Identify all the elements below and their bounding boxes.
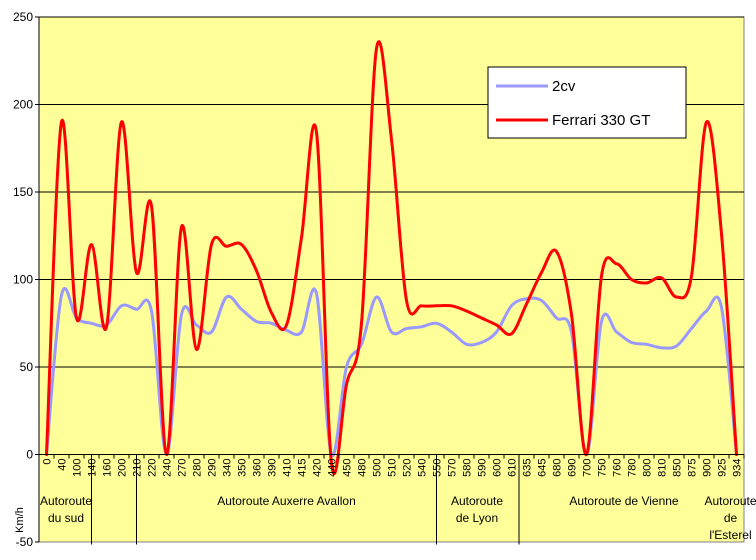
series-lines — [45, 40, 738, 476]
x-tick-label: 925 — [717, 459, 729, 477]
x-tick-label: 690 — [567, 459, 579, 477]
legend-box — [487, 66, 687, 139]
x-tick-label: 240 — [162, 459, 174, 477]
x-tick-label: 810 — [657, 459, 669, 477]
x-tick-label: 700 — [582, 459, 594, 477]
x-tick-label: 520 — [402, 459, 414, 477]
y-tick-label: 100 — [13, 273, 33, 287]
legend-label-ferrari: Ferrari 330 GT — [552, 112, 650, 129]
x-tick-label: 290 — [207, 459, 219, 477]
x-tick-label: 220 — [147, 459, 159, 477]
x-tick-label: 480 — [357, 459, 369, 477]
legend: 2cv Ferrari 330 GT — [487, 66, 687, 139]
x-tick-label: 420 — [312, 459, 324, 477]
x-tick-label: 900 — [702, 459, 714, 477]
y-tick-label: 250 — [13, 10, 33, 24]
y-tick-label: 200 — [13, 98, 33, 112]
section-label: Autoroute du sud — [40, 494, 92, 525]
x-tick-label: 40 — [57, 459, 69, 471]
section-label: Autoroute Auxerre Avallon — [217, 494, 356, 508]
y-tick-label: 50 — [20, 360, 34, 374]
x-tick-label: 875 — [687, 459, 699, 477]
x-tick-label: 540 — [417, 459, 429, 477]
y-tick-label: -50 — [16, 535, 34, 549]
x-tick-label: 410 — [282, 459, 294, 477]
x-tick-label: 140 — [87, 459, 99, 477]
x-tick-label: 360 — [252, 459, 264, 477]
series-line-2cv — [45, 286, 738, 458]
y-tick-label: 0 — [26, 448, 33, 462]
series-line-ferrari — [45, 40, 738, 476]
x-tick-label: 800 — [642, 459, 654, 477]
x-tick-label: 440 — [327, 459, 339, 477]
x-tick-label: 100 — [72, 459, 84, 477]
x-tick-label: 500 — [372, 459, 384, 477]
x-tick-label: 760 — [612, 459, 624, 477]
x-tick-label: 780 — [627, 459, 639, 477]
x-tick-label: 270 — [177, 459, 189, 477]
x-tick-label: 415 — [297, 459, 309, 477]
x-tick-label: 550 — [432, 459, 444, 477]
x-tick-labels: 0 40 100 140 160 200 210 220 240 270 280 290 340 350 3… — [42, 459, 744, 477]
x-tick-label: 350 — [237, 459, 249, 477]
axes — [35, 16, 745, 543]
x-tick-label: 200 — [117, 459, 129, 477]
y-axis-title: Km/h — [14, 507, 26, 533]
x-tick-label: 280 — [192, 459, 204, 477]
x-tick-label: 750 — [597, 459, 609, 477]
legend-label-2cv: 2cv — [552, 78, 576, 95]
section-label: Autoroute de Vienne — [569, 494, 679, 508]
x-tick-label: 450 — [342, 459, 354, 477]
x-tick-label: 0 — [42, 459, 54, 465]
x-tick-label: 610 — [507, 459, 519, 477]
section-labels: Autoroute du sud Autoroute Auxerre Avallon… — [40, 454, 756, 545]
x-tick-label: 210 — [132, 459, 144, 477]
x-tick-label: 590 — [477, 459, 489, 477]
x-tick-label: 850 — [672, 459, 684, 477]
y-tick-label: 150 — [13, 185, 33, 199]
x-tick-label: 580 — [462, 459, 474, 477]
section-label: Autoroute de Lyon — [451, 494, 503, 525]
section-label: Autoroute de l'Esterel — [704, 494, 756, 542]
x-tick-label: 570 — [447, 459, 459, 477]
x-tick-label: 680 — [552, 459, 564, 477]
x-tick-label: 635 — [522, 459, 534, 477]
x-tick-label: 600 — [492, 459, 504, 477]
x-tick-label: 934 — [732, 459, 744, 477]
x-tick-label: 510 — [387, 459, 399, 477]
x-tick-label: 160 — [102, 459, 114, 477]
y-tick-labels: -50 0 50 100 150 200 250 — [13, 10, 33, 549]
x-tick-label: 340 — [222, 459, 234, 477]
x-tick-label: 390 — [267, 459, 279, 477]
x-tick-label: 645 — [537, 459, 549, 477]
